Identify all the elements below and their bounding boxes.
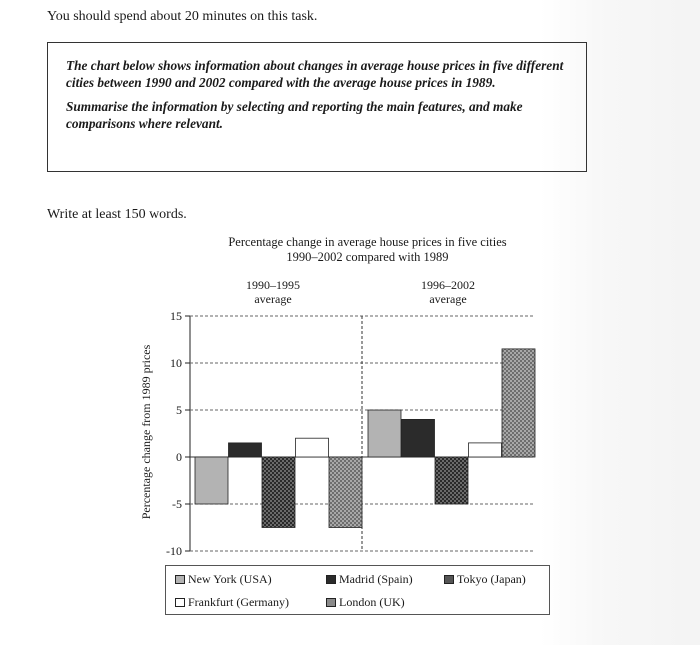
bar-new-york xyxy=(194,456,229,505)
legend-label-madrid: Madrid (Spain) xyxy=(339,572,413,586)
legend-label-london: London (UK) xyxy=(339,595,405,609)
chart-title: Percentage change in average house price… xyxy=(228,235,507,249)
legend-swatch-london xyxy=(326,598,336,607)
period-label-2: 1996–2002 average xyxy=(393,278,503,306)
period-label-1-line2: average xyxy=(254,292,292,306)
legend-swatch-tokyo xyxy=(444,575,454,584)
legend-swatch-frankfurt xyxy=(175,598,185,607)
legend-label-new-york: New York (USA) xyxy=(188,572,272,586)
legend-item-new-york: New York (USA) xyxy=(175,572,272,586)
bar-madrid xyxy=(228,442,262,458)
task-instruction: Summarise the information by selecting a… xyxy=(66,99,523,131)
y-axis-label: Percentage change from 1989 prices xyxy=(139,344,153,519)
y-tick-label: -10 xyxy=(166,544,182,558)
chart-legend: New York (USA) Madrid (Spain) Tokyo (Jap… xyxy=(165,565,550,615)
period-label-1-line1: 1990–1995 xyxy=(246,278,300,292)
bar-frankfurt xyxy=(295,437,329,458)
chart-subtitle: 1990–2002 compared with 1989 xyxy=(286,249,449,264)
time-instruction: You should spend about 20 minutes on thi… xyxy=(47,9,318,24)
y-tick-label: 10 xyxy=(170,356,182,370)
legend-label-tokyo: Tokyo (Japan) xyxy=(457,572,526,586)
y-tick-label: 0 xyxy=(176,450,182,464)
legend-item-frankfurt: Frankfurt (Germany) xyxy=(175,595,289,609)
legend-item-madrid: Madrid (Spain) xyxy=(326,572,413,586)
period-label-2-line2: average xyxy=(429,292,467,306)
task-prompt-box: The chart below shows information about … xyxy=(47,42,587,172)
chart-title-block: Percentage change in average house price… xyxy=(180,235,555,264)
bar-tokyo xyxy=(434,456,469,505)
page-shading xyxy=(540,0,700,645)
period-label-1: 1990–1995 average xyxy=(218,278,328,306)
word-count-instruction: Write at least 150 words. xyxy=(47,207,187,222)
bar-tokyo xyxy=(261,456,296,528)
period-label-2-line1: 1996–2002 xyxy=(421,278,475,292)
y-tick-label: 5 xyxy=(176,403,182,417)
y-tick-label: -5 xyxy=(172,497,182,511)
legend-swatch-new-york xyxy=(175,575,185,584)
legend-item-london: London (UK) xyxy=(326,595,405,609)
task-description: The chart below shows information about … xyxy=(66,58,564,90)
bar-london xyxy=(501,348,536,458)
y-tick-label: 15 xyxy=(170,309,182,323)
legend-item-tokyo: Tokyo (Japan) xyxy=(444,572,526,586)
bar-london xyxy=(328,456,363,528)
bar-madrid xyxy=(401,418,435,458)
legend-swatch-madrid xyxy=(326,575,336,584)
legend-label-frankfurt: Frankfurt (Germany) xyxy=(188,595,289,609)
bar-new-york xyxy=(367,409,402,458)
bar-frankfurt xyxy=(468,442,502,458)
